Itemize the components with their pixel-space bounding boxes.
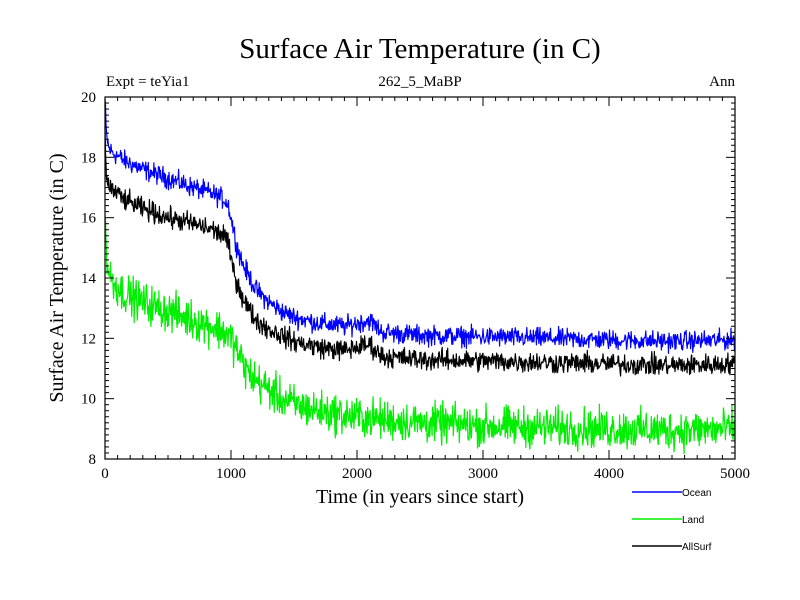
x-tick-label: 4000	[594, 466, 624, 482]
chart-subtitle: 262_5_MaBP	[378, 74, 461, 90]
legend: Ocean Land AllSurf	[632, 488, 712, 553]
y-tick-label: 12	[81, 331, 96, 347]
legend-label-land: Land	[682, 515, 704, 526]
y-tick-label: 18	[81, 150, 96, 166]
y-tick-label: 20	[81, 90, 96, 106]
y-tick-label: 10	[81, 392, 96, 408]
y-tick-label: 8	[89, 452, 97, 468]
series-line-allsurf	[104, 126, 736, 377]
plot-frame	[104, 96, 736, 460]
y-tick-label: 16	[81, 211, 97, 227]
x-tick-label: 1000	[216, 466, 246, 482]
experiment-label: Expt = teYia1	[106, 74, 189, 90]
x-tick-label: 3000	[468, 466, 498, 482]
chart-title: Surface Air Temperature (in C)	[239, 33, 600, 65]
x-tick-label: 2000	[342, 466, 372, 482]
x-axis-label: Time (in years since start)	[316, 486, 524, 508]
y-tick-label: 14	[81, 271, 97, 287]
x-tick-label: 5000	[720, 466, 750, 482]
season-label: Ann	[709, 74, 735, 90]
series-layer	[104, 99, 736, 455]
y-axis-label: Surface Air Temperature (in C)	[46, 153, 68, 402]
series-line-land	[104, 218, 736, 455]
series-line-ocean	[104, 99, 736, 354]
legend-label-allsurf: AllSurf	[682, 542, 712, 553]
tick-labels: 0 1000 2000 3000 4000 5000 8 10 12 14 16 18 20	[81, 90, 750, 482]
legend-label-ocean: Ocean	[682, 488, 711, 499]
x-tick-label: 0	[101, 466, 109, 482]
